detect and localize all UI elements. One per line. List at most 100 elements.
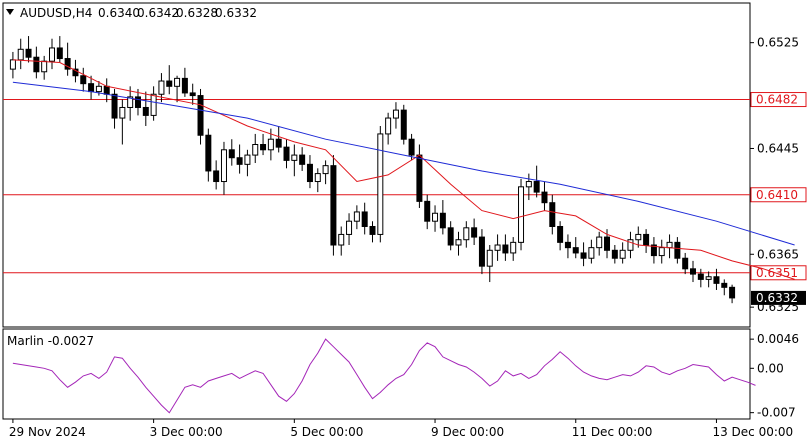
candle-body[interactable]	[658, 247, 665, 257]
candle-body[interactable]	[619, 249, 626, 259]
candle-body[interactable]	[510, 241, 517, 254]
candle-body[interactable]	[697, 273, 704, 280]
candle-body[interactable]	[17, 48, 24, 61]
candle-body[interactable]	[181, 77, 188, 94]
candle-body[interactable]	[674, 241, 681, 259]
candle-body[interactable]	[260, 144, 267, 151]
candle-body[interactable]	[502, 244, 509, 254]
candle-body[interactable]	[627, 239, 634, 251]
candle-body[interactable]	[134, 96, 141, 108]
candle-body[interactable]	[150, 93, 157, 116]
candle-body[interactable]	[690, 268, 697, 275]
candle-body[interactable]	[236, 157, 243, 165]
candle-body[interactable]	[142, 106, 149, 116]
candle-body[interactable]	[283, 146, 290, 161]
candle-body[interactable]	[244, 154, 251, 165]
time-tick-label: 3 Dec 00:00	[150, 425, 223, 439]
candle-body[interactable]	[119, 106, 126, 119]
candle-body[interactable]	[361, 211, 368, 227]
candle-body[interactable]	[213, 170, 220, 183]
candle-body[interactable]	[197, 95, 204, 136]
candle-body[interactable]	[41, 60, 48, 73]
candle-body[interactable]	[228, 149, 235, 159]
candle-body[interactable]	[713, 276, 720, 284]
candle-body[interactable]	[518, 186, 525, 243]
candle-body[interactable]	[478, 236, 485, 267]
candle-body[interactable]	[127, 96, 134, 108]
candle-body[interactable]	[424, 200, 431, 222]
candle-body[interactable]	[604, 236, 611, 251]
candle-body[interactable]	[72, 68, 79, 77]
candle-body[interactable]	[400, 109, 407, 140]
candle-body[interactable]	[291, 154, 298, 161]
candle-body[interactable]	[299, 154, 306, 165]
candle-body[interactable]	[643, 233, 650, 246]
candle-body[interactable]	[541, 191, 548, 204]
candle-body[interactable]	[682, 257, 689, 270]
candle-body[interactable]	[158, 80, 165, 95]
candle-body[interactable]	[392, 109, 399, 119]
candle-body[interactable]	[564, 241, 571, 249]
candle-body[interactable]	[48, 47, 55, 62]
level-label: 0.6351	[756, 266, 798, 280]
candle-body[interactable]	[447, 227, 454, 246]
oscillator-panel[interactable]: 0.0046 0.00 -0.007	[2, 328, 799, 420]
candle-body[interactable]	[322, 165, 329, 175]
candle-body[interactable]	[338, 233, 345, 246]
candle-body[interactable]	[463, 227, 470, 241]
candle-body[interactable]	[103, 85, 110, 95]
candle-body[interactable]	[275, 138, 282, 148]
candle-body[interactable]	[111, 93, 118, 119]
candle-body[interactable]	[25, 48, 32, 58]
candle-body[interactable]	[588, 247, 595, 259]
candle-body[interactable]	[95, 85, 102, 93]
candle-body[interactable]	[533, 181, 540, 193]
candle-body[interactable]	[635, 233, 642, 241]
candle-body[interactable]	[64, 58, 71, 70]
candle-body[interactable]	[525, 181, 532, 188]
candle-body[interactable]	[314, 173, 321, 183]
dropdown-triangle-icon[interactable]	[6, 9, 14, 15]
candle-body[interactable]	[416, 154, 423, 202]
candle-body[interactable]	[408, 138, 415, 156]
candle-body[interactable]	[611, 249, 618, 259]
candle-body[interactable]	[432, 212, 439, 222]
candle-body[interactable]	[9, 59, 16, 70]
candle-body[interactable]	[306, 163, 313, 183]
candle-body[interactable]	[486, 249, 493, 267]
candle-body[interactable]	[369, 225, 376, 235]
candle-body[interactable]	[471, 227, 478, 238]
candle-body[interactable]	[80, 75, 87, 85]
candle-body[interactable]	[346, 220, 353, 235]
candle-body[interactable]	[557, 225, 564, 243]
candle-body[interactable]	[650, 244, 657, 257]
candle-body[interactable]	[88, 83, 95, 93]
candle-body[interactable]	[721, 282, 728, 288]
price-tick-label: 0.6525	[757, 36, 799, 50]
candle-body[interactable]	[330, 165, 337, 246]
candle-body[interactable]	[205, 134, 212, 172]
candle-body[interactable]	[439, 212, 446, 229]
candle-body[interactable]	[580, 252, 587, 259]
candle-body[interactable]	[572, 247, 579, 254]
candle-body[interactable]	[56, 47, 63, 60]
candle-body[interactable]	[174, 77, 181, 87]
candle-body[interactable]	[705, 276, 712, 280]
candle-body[interactable]	[353, 211, 360, 222]
candle-body[interactable]	[377, 133, 384, 235]
price-panel[interactable]: 0.65250.64450.63650.63250.64820.64100.63…	[2, 2, 807, 328]
candle-body[interactable]	[385, 117, 392, 135]
candle-body[interactable]	[455, 239, 462, 246]
candle-body[interactable]	[494, 244, 501, 251]
candle-body[interactable]	[166, 80, 173, 87]
candle-body[interactable]	[596, 236, 603, 249]
candle-body[interactable]	[267, 138, 274, 151]
candle-body[interactable]	[666, 241, 673, 249]
candle-body[interactable]	[252, 144, 259, 156]
candle-body[interactable]	[729, 286, 736, 299]
candle-body[interactable]	[220, 149, 227, 183]
candle-body[interactable]	[33, 56, 40, 73]
candle-body[interactable]	[549, 202, 556, 227]
candle-body[interactable]	[189, 92, 196, 97]
